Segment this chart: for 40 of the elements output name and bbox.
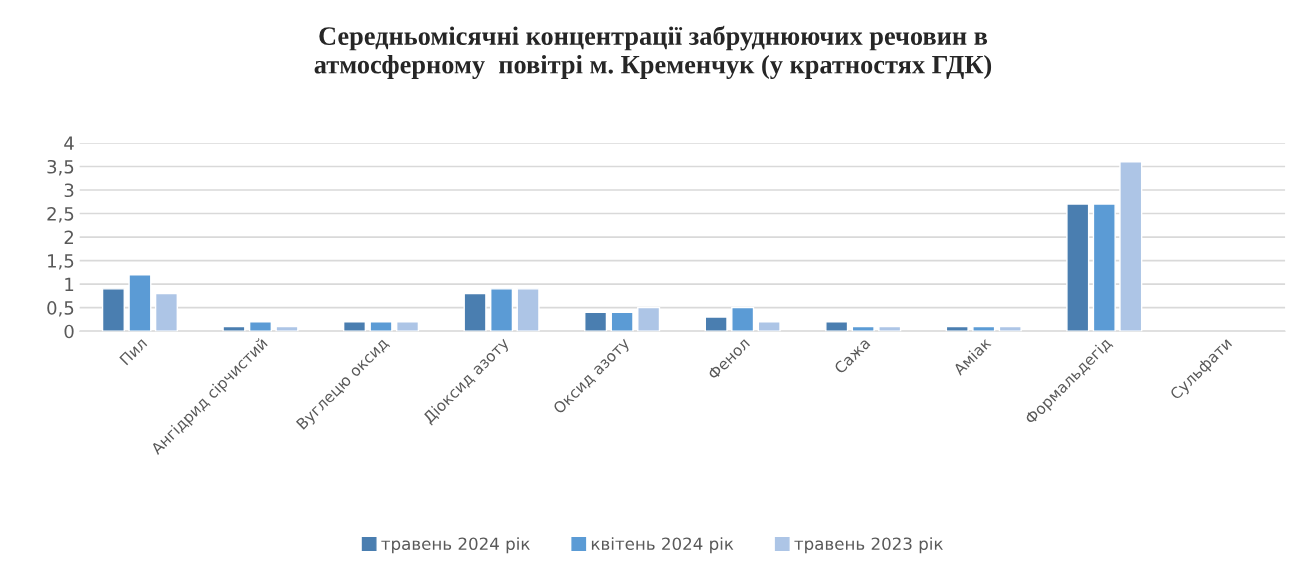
bar	[731, 306, 755, 332]
bar	[584, 311, 608, 332]
bar	[704, 316, 728, 332]
bar	[851, 325, 875, 332]
legend-label: травень 2024 рік	[381, 537, 530, 554]
bar	[998, 325, 1022, 332]
bar	[972, 325, 996, 332]
bar	[1066, 203, 1090, 332]
bar	[825, 321, 849, 332]
y-tick-label: 3,5	[47, 159, 74, 176]
bar	[128, 274, 152, 332]
bar	[516, 288, 540, 332]
y-tick-label: 0	[64, 324, 74, 339]
y-tick-label: 1	[65, 277, 74, 291]
bar	[101, 288, 125, 332]
bar	[222, 325, 246, 332]
bar	[463, 292, 487, 332]
bar	[610, 311, 634, 332]
bar	[396, 321, 420, 332]
bar	[248, 321, 273, 332]
bar	[757, 321, 781, 332]
bar	[637, 306, 661, 332]
bar	[275, 325, 299, 332]
bar	[1119, 161, 1143, 332]
bar	[490, 288, 514, 332]
legend-label: травень 2023 рік	[794, 537, 943, 554]
y-tick-label: 1,5	[48, 254, 74, 270]
bar	[945, 325, 969, 332]
bar	[369, 321, 393, 332]
y-tick-label: 2,5	[47, 206, 74, 223]
chart-title: Середньомісячні концентрації забруднюючих речовин в атмосферному повітрі м. Кременчук (у кратностях ГДК)	[314, 25, 992, 79]
legend-label: квітень 2024 рік	[591, 537, 734, 554]
bar	[1092, 203, 1116, 332]
y-tick-label: 3	[64, 183, 74, 198]
y-tick-label: 2	[64, 230, 73, 244]
y-tick-label: 0,5	[47, 301, 74, 317]
y-tick-label: 4	[64, 136, 74, 150]
bar	[878, 325, 902, 332]
bar	[154, 292, 179, 332]
bar	[342, 321, 367, 332]
